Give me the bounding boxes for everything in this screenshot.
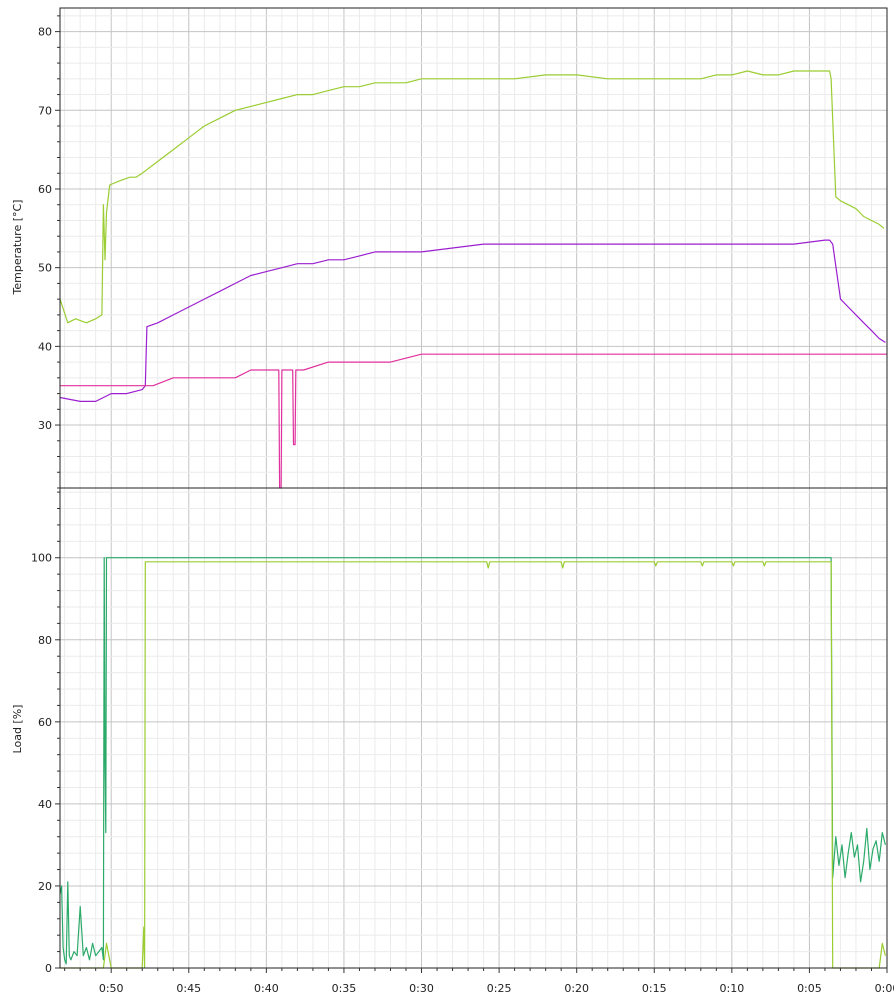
- x-tick-label: 0:45: [176, 982, 201, 995]
- y-tick-label: 40: [38, 798, 52, 811]
- frame-layer: [55, 7, 888, 973]
- plot-frame-1: [59, 487, 888, 969]
- x-tick-label: 0:50: [99, 982, 124, 995]
- y-tick-label: 0: [45, 962, 52, 975]
- temperature-axis-label: Temperature [°C]: [11, 200, 24, 296]
- y-tick-label: 20: [38, 880, 52, 893]
- x-tick-label: 0:20: [564, 982, 589, 995]
- y-tick-label: 60: [38, 716, 52, 729]
- x-tick-label: 0:10: [719, 982, 744, 995]
- y-tick-label: 80: [38, 26, 52, 39]
- temperature-axis-title: Temperature [°C]: [11, 200, 24, 296]
- x-tick-label: 0:05: [797, 982, 822, 995]
- series-line-1-1: [60, 561, 886, 969]
- load-axis-label: Load [%]: [11, 705, 24, 754]
- series-line-0-2: [60, 353, 887, 489]
- x-tick-label: 0:15: [642, 982, 667, 995]
- y-tick-label: 80: [38, 634, 52, 647]
- series-line-1-0: [59, 557, 886, 965]
- x-tick-label: 0:00: [875, 982, 894, 995]
- x-tick-label: 0:35: [332, 982, 357, 995]
- y-tick-label: 30: [38, 419, 52, 432]
- grid-layer: [60, 8, 888, 969]
- series-line-0-1: [59, 239, 886, 402]
- series-layer: [59, 70, 887, 969]
- series-line-0-0: [59, 70, 885, 324]
- y-tick-label: 100: [31, 552, 52, 565]
- load-axis-title: Load [%]: [11, 705, 24, 754]
- y-tick-label: 40: [38, 340, 52, 353]
- x-tick-label: 0:40: [254, 982, 279, 995]
- x-tick-label: 0:30: [409, 982, 434, 995]
- x-tick-label: 0:25: [487, 982, 512, 995]
- y-tick-label: 60: [38, 183, 52, 196]
- y-tick-label: 50: [38, 262, 52, 275]
- tick-labels-layer: 30 40 50 60 70 80 0 20 40 60 80 100 0:50 0:45 0:40 0:35…: [31, 26, 894, 995]
- y-tick-label: 70: [38, 104, 52, 117]
